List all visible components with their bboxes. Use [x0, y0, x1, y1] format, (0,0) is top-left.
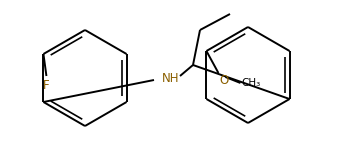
Text: F: F — [43, 79, 50, 92]
Text: NH: NH — [162, 72, 179, 85]
Text: O: O — [220, 74, 229, 87]
Text: CH₃: CH₃ — [241, 78, 261, 88]
